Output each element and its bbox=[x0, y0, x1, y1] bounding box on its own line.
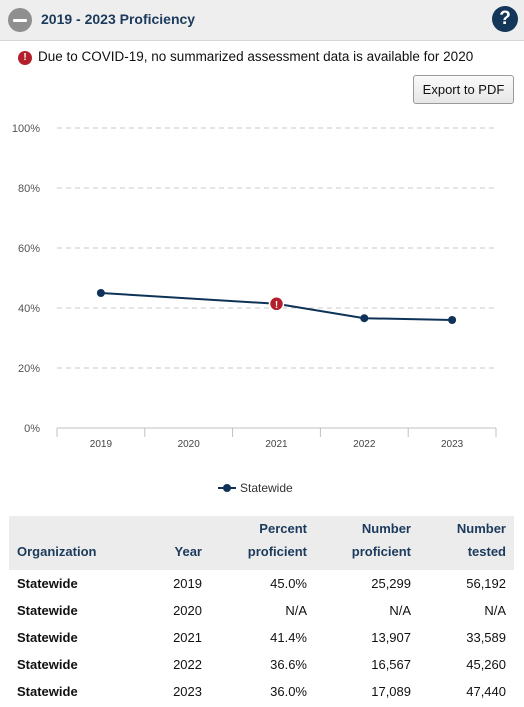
cell-number-tested: 33,589 bbox=[466, 630, 506, 645]
table-row: Statewide 2019 45.0% 25,299 56,192 bbox=[9, 570, 514, 597]
data-point bbox=[360, 314, 369, 323]
cell-number-proficient: 17,089 bbox=[371, 684, 411, 699]
y-tick-label: 40% bbox=[18, 303, 40, 315]
cell-number-proficient: N/A bbox=[389, 603, 411, 618]
cell-number-tested: 56,192 bbox=[466, 576, 506, 591]
cell-organization: Statewide bbox=[17, 657, 78, 672]
x-tick-label: 2022 bbox=[353, 439, 376, 450]
cell-organization: Statewide bbox=[17, 603, 78, 618]
cell-percent-proficient: 41.4% bbox=[270, 630, 307, 645]
table-header-row: Organization Year Percent proficient Numb… bbox=[9, 516, 514, 570]
notice-text: Due to COVID-19, no summarized assessmen… bbox=[38, 49, 474, 64]
help-button[interactable]: ? bbox=[492, 6, 518, 32]
x-tick-label: 2019 bbox=[90, 439, 113, 450]
cell-organization: Statewide bbox=[17, 630, 78, 645]
covid-notice: ! Due to COVID-19, no summarized assessme… bbox=[18, 49, 473, 65]
column-header-year[interactable]: Year bbox=[174, 544, 202, 559]
cell-number-proficient: 16,567 bbox=[371, 657, 411, 672]
column-header-number-proficient[interactable]: Number proficient bbox=[351, 521, 411, 559]
cell-number-tested: 45,260 bbox=[466, 657, 506, 672]
cell-year: 2023 bbox=[173, 684, 202, 699]
table-row: Statewide 2021 41.4% 13,907 33,589 bbox=[9, 624, 514, 651]
cell-year: 2021 bbox=[173, 630, 202, 645]
table-row: Statewide 2022 36.6% 16,567 45,260 bbox=[9, 651, 514, 678]
export-pdf-button[interactable]: Export to PDF bbox=[413, 75, 514, 104]
panel-header: 2019 - 2023 Proficiency ? bbox=[0, 0, 524, 41]
alert-icon: ! bbox=[18, 51, 32, 65]
y-tick-label: 0% bbox=[24, 423, 40, 435]
minus-icon bbox=[13, 18, 27, 22]
cell-number-tested: N/A bbox=[484, 603, 506, 618]
cell-year: 2019 bbox=[173, 576, 202, 591]
y-tick-label: 100% bbox=[12, 123, 40, 135]
alert-icon: ! bbox=[275, 300, 278, 311]
x-tick-label: 2023 bbox=[441, 439, 464, 450]
table-row: Statewide 2023 36.0% 17,089 47,440 bbox=[9, 678, 514, 705]
cell-year: 2022 bbox=[173, 657, 202, 672]
proficiency-table: Organization Year Percent proficient Numb… bbox=[9, 516, 514, 705]
cell-percent-proficient: 36.0% bbox=[270, 684, 307, 699]
data-point bbox=[96, 289, 105, 297]
proficiency-line-chart: 100% 80% 60% 40% 20% 0% 2019 2020 2021 2022 2023! S… bbox=[12, 123, 497, 495]
y-tick-label: 60% bbox=[18, 243, 40, 255]
collapse-button[interactable] bbox=[8, 8, 32, 32]
cell-number-tested: 47,440 bbox=[466, 684, 506, 699]
data-point bbox=[448, 316, 457, 324]
cell-percent-proficient: 45.0% bbox=[270, 576, 307, 591]
cell-percent-proficient: N/A bbox=[285, 603, 307, 618]
table-row: Statewide 2020 N/A N/A N/A bbox=[9, 597, 514, 624]
cell-number-proficient: 25,299 bbox=[371, 576, 411, 591]
y-tick-label: 20% bbox=[18, 363, 40, 375]
cell-organization: Statewide bbox=[17, 684, 78, 699]
cell-organization: Statewide bbox=[17, 576, 78, 591]
cell-number-proficient: 13,907 bbox=[371, 630, 411, 645]
column-header-organization[interactable]: Organization bbox=[17, 544, 97, 559]
cell-year: 2020 bbox=[173, 603, 202, 618]
legend-marker bbox=[223, 484, 231, 492]
series-line-statewide bbox=[100, 292, 453, 321]
x-tick-label: 2021 bbox=[265, 439, 288, 450]
cell-percent-proficient: 36.6% bbox=[270, 657, 307, 672]
data-point-alert bbox=[268, 296, 285, 312]
x-tick-label: 2020 bbox=[178, 439, 201, 450]
panel-title: 2019 - 2023 Proficiency bbox=[41, 11, 196, 27]
column-header-number-tested[interactable]: Number tested bbox=[456, 521, 506, 559]
legend-label: Statewide bbox=[240, 481, 293, 495]
y-tick-label: 80% bbox=[18, 183, 40, 195]
column-header-percent-proficient[interactable]: Percent proficient bbox=[247, 521, 307, 559]
